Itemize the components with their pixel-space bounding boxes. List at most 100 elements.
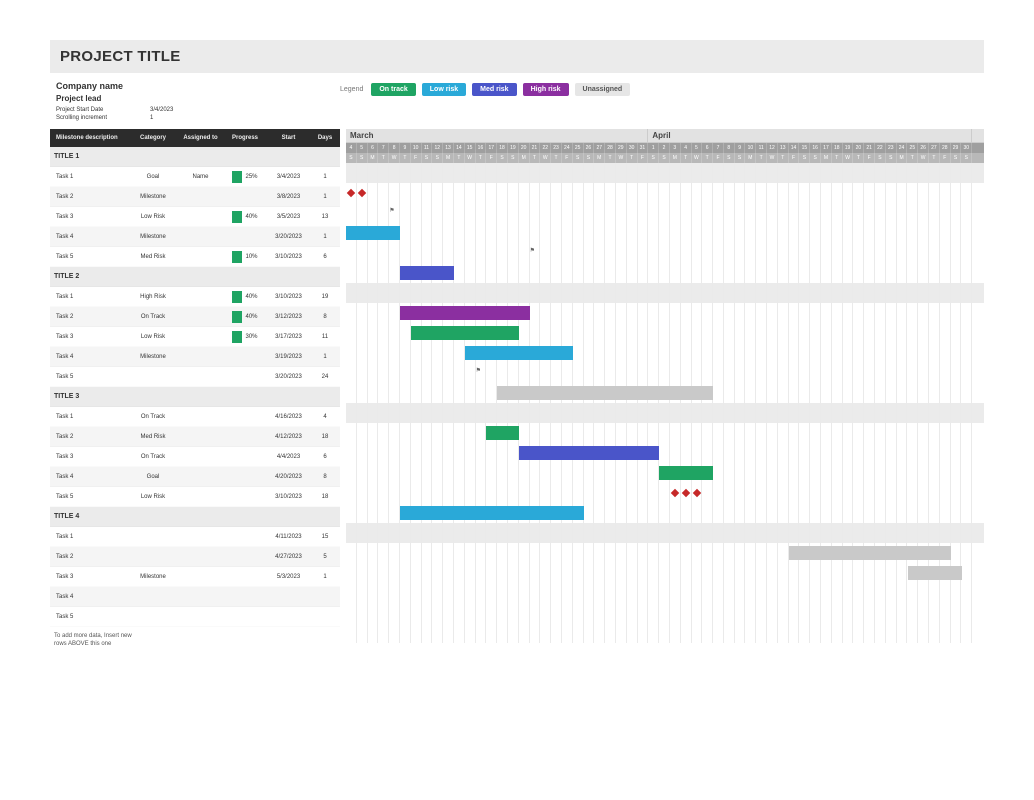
cell-category: Milestone: [128, 194, 178, 200]
weekday-letter: T: [454, 153, 465, 163]
cell-category: High Risk: [128, 294, 178, 300]
cell-start: 4/4/2023: [267, 454, 310, 460]
day-number: 29: [951, 143, 962, 153]
cell-category: Goal: [128, 474, 178, 480]
day-number: 8: [724, 143, 735, 153]
task-row[interactable]: Task 5Med Risk10%3/10/20236: [50, 247, 340, 267]
day-number: 9: [735, 143, 746, 153]
task-row[interactable]: Task 2On Track40%3/12/20238: [50, 307, 340, 327]
gantt-bar[interactable]: [497, 386, 713, 400]
weekday-letter: M: [368, 153, 379, 163]
gantt-bar[interactable]: [465, 346, 573, 360]
task-row[interactable]: Task 3Milestone5/3/20231: [50, 567, 340, 587]
task-row[interactable]: Task 4: [50, 587, 340, 607]
task-row[interactable]: Task 1High Risk40%3/10/202319: [50, 287, 340, 307]
gantt-bar[interactable]: [659, 466, 713, 480]
task-row[interactable]: Task 2Med Risk4/12/202318: [50, 427, 340, 447]
gantt-task-row: [346, 303, 984, 323]
cell-category: Med Risk: [128, 434, 178, 440]
group-row[interactable]: TITLE 4: [50, 507, 340, 527]
legend-pill-on-track: On track: [371, 83, 415, 96]
gantt-bar[interactable]: [486, 426, 518, 440]
day-number: 20: [519, 143, 530, 153]
cell-days: 1: [310, 234, 340, 240]
weekday-letter: S: [346, 153, 357, 163]
gantt-bar[interactable]: [789, 546, 951, 560]
milestone-diamond-icon: [692, 489, 700, 497]
day-number: 22: [540, 143, 551, 153]
task-row[interactable]: Task 24/27/20235: [50, 547, 340, 567]
task-row[interactable]: Task 4Goal4/20/20238: [50, 467, 340, 487]
gantt-task-row: [346, 223, 984, 243]
task-row[interactable]: Task 1GoalName25%3/4/20231: [50, 167, 340, 187]
weekday-letter: T: [778, 153, 789, 163]
gantt-bar[interactable]: [400, 306, 530, 320]
task-row[interactable]: Task 3Low Risk30%3/17/202311: [50, 327, 340, 347]
progress-bar-icon: [232, 171, 242, 183]
day-number: 20: [853, 143, 864, 153]
gantt-task-row: [346, 503, 984, 523]
cell-days: 24: [310, 374, 340, 380]
gantt-bar[interactable]: [400, 506, 584, 520]
progress-bar-icon: [232, 211, 242, 223]
task-row[interactable]: Task 14/11/202315: [50, 527, 340, 547]
gantt-task-row: ⚑: [346, 203, 984, 223]
weekday-letter: T: [853, 153, 864, 163]
gantt-bar[interactable]: [346, 226, 400, 240]
group-row[interactable]: TITLE 2: [50, 267, 340, 287]
weekday-letter: W: [767, 153, 778, 163]
day-header: 4567891011121314151617181920212223242526…: [346, 143, 984, 153]
progress-bar-icon: [232, 251, 242, 263]
gantt-bar[interactable]: [400, 266, 454, 280]
task-row[interactable]: Task 3On Track4/4/20236: [50, 447, 340, 467]
gantt-task-row: [346, 603, 984, 623]
gantt-bar[interactable]: [908, 566, 962, 580]
cell-assigned: Name: [178, 174, 223, 180]
day-number: 21: [864, 143, 875, 153]
task-row[interactable]: Task 53/20/202324: [50, 367, 340, 387]
group-row[interactable]: TITLE 3: [50, 387, 340, 407]
cell-start: 3/12/2023: [267, 314, 310, 320]
gantt-bar[interactable]: [519, 446, 659, 460]
gantt-bar[interactable]: [411, 326, 519, 340]
task-row[interactable]: Task 5Low Risk3/10/202318: [50, 487, 340, 507]
day-number: 18: [832, 143, 843, 153]
task-row[interactable]: Task 3Low Risk40%3/5/202313: [50, 207, 340, 227]
day-number: 24: [562, 143, 573, 153]
cell-description: TITLE 1: [50, 153, 128, 160]
cell-description: Task 4: [50, 234, 128, 240]
weekday-letter: S: [951, 153, 962, 163]
cell-description: Task 5: [50, 254, 128, 260]
cell-progress: 10%: [223, 251, 267, 263]
gantt-group-row: [346, 523, 984, 543]
legend-pill-med-risk: Med risk: [472, 83, 516, 96]
cell-start: 5/3/2023: [267, 574, 310, 580]
weekday-letter: S: [357, 153, 368, 163]
task-row[interactable]: Task 4Milestone3/19/20231: [50, 347, 340, 367]
day-number: 17: [486, 143, 497, 153]
cell-category: Goal: [128, 174, 178, 180]
task-row[interactable]: Task 2Milestone3/8/20231: [50, 187, 340, 207]
cell-days: 18: [310, 494, 340, 500]
gantt-task-row: ⚑: [346, 363, 984, 383]
milestone-diamond-icon: [671, 489, 679, 497]
col-days: Days: [310, 135, 340, 141]
day-number: 14: [789, 143, 800, 153]
day-number: 13: [778, 143, 789, 153]
day-number: 4: [681, 143, 692, 153]
group-row[interactable]: TITLE 1: [50, 147, 340, 167]
weekday-letter: W: [389, 153, 400, 163]
progress-bar-icon: [232, 291, 242, 303]
project-lead: Project lead: [56, 94, 340, 103]
day-number: 28: [940, 143, 951, 153]
day-number: 18: [497, 143, 508, 153]
day-number: 12: [767, 143, 778, 153]
task-row[interactable]: Task 1On Track4/16/20234: [50, 407, 340, 427]
cell-category: Med Risk: [128, 254, 178, 260]
weekday-letter: W: [692, 153, 703, 163]
weekday-letter: T: [681, 153, 692, 163]
task-row[interactable]: Task 4Milestone3/20/20231: [50, 227, 340, 247]
month-label: March: [346, 129, 648, 142]
weekday-letter: T: [832, 153, 843, 163]
task-row[interactable]: Task 5: [50, 607, 340, 627]
